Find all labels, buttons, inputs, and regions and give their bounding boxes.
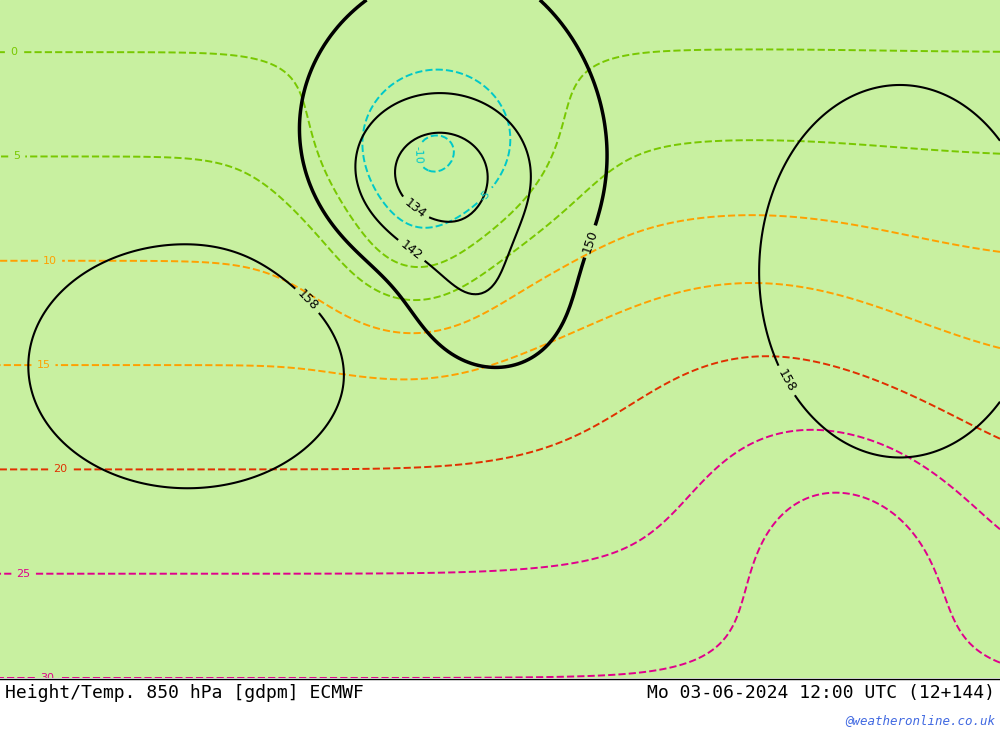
Text: 30: 30 [40,673,54,683]
Text: 15: 15 [36,360,50,370]
Text: 134: 134 [401,196,428,221]
Text: @weatheronline.co.uk: @weatheronline.co.uk [845,714,995,727]
Text: 142: 142 [398,238,425,262]
Text: 158: 158 [295,287,321,314]
Text: -10: -10 [412,146,423,164]
Text: Mo 03-06-2024 12:00 UTC (12+144): Mo 03-06-2024 12:00 UTC (12+144) [647,684,995,701]
Text: 10: 10 [43,256,57,266]
Text: -5: -5 [478,188,492,203]
Text: 158: 158 [775,367,797,394]
Text: 0: 0 [10,47,17,57]
Text: Height/Temp. 850 hPa [gdpm] ECMWF: Height/Temp. 850 hPa [gdpm] ECMWF [5,684,364,701]
Text: 5: 5 [13,152,20,161]
Text: 150: 150 [580,228,600,255]
Text: 25: 25 [16,569,30,579]
Text: 20: 20 [53,465,67,474]
